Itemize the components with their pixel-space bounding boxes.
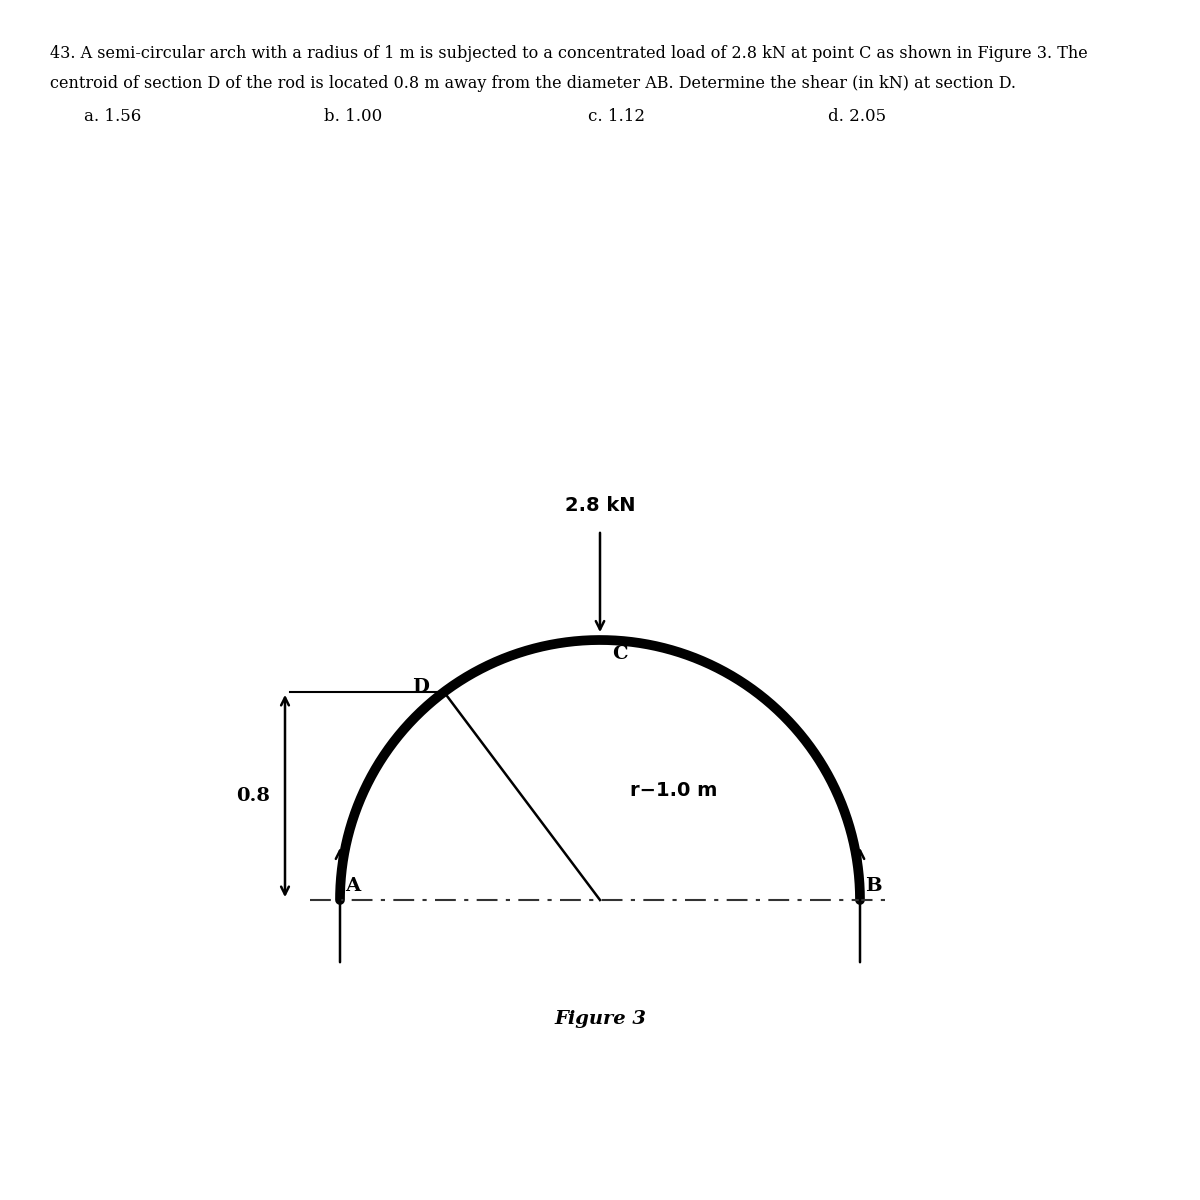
Text: B: B [865,877,882,895]
Text: 2.8 kN: 2.8 kN [565,496,635,515]
Text: 43. A semi-circular arch with a radius of 1 m is subjected to a concentrated loa: 43. A semi-circular arch with a radius o… [50,44,1087,62]
Text: A: A [346,877,360,895]
Text: centroid of section D of the rod is located 0.8 m away from the diameter AB. Det: centroid of section D of the rod is loca… [50,74,1016,92]
Text: D: D [412,678,428,696]
Text: 0.8: 0.8 [236,787,270,805]
Text: c. 1.12: c. 1.12 [588,108,646,125]
Text: b. 1.00: b. 1.00 [324,108,383,125]
Text: a. 1.56: a. 1.56 [84,108,142,125]
Text: C: C [612,646,628,662]
Text: d. 2.05: d. 2.05 [828,108,886,125]
Text: r−1.0 m: r−1.0 m [630,781,718,800]
Text: Figure 3: Figure 3 [554,1010,646,1028]
